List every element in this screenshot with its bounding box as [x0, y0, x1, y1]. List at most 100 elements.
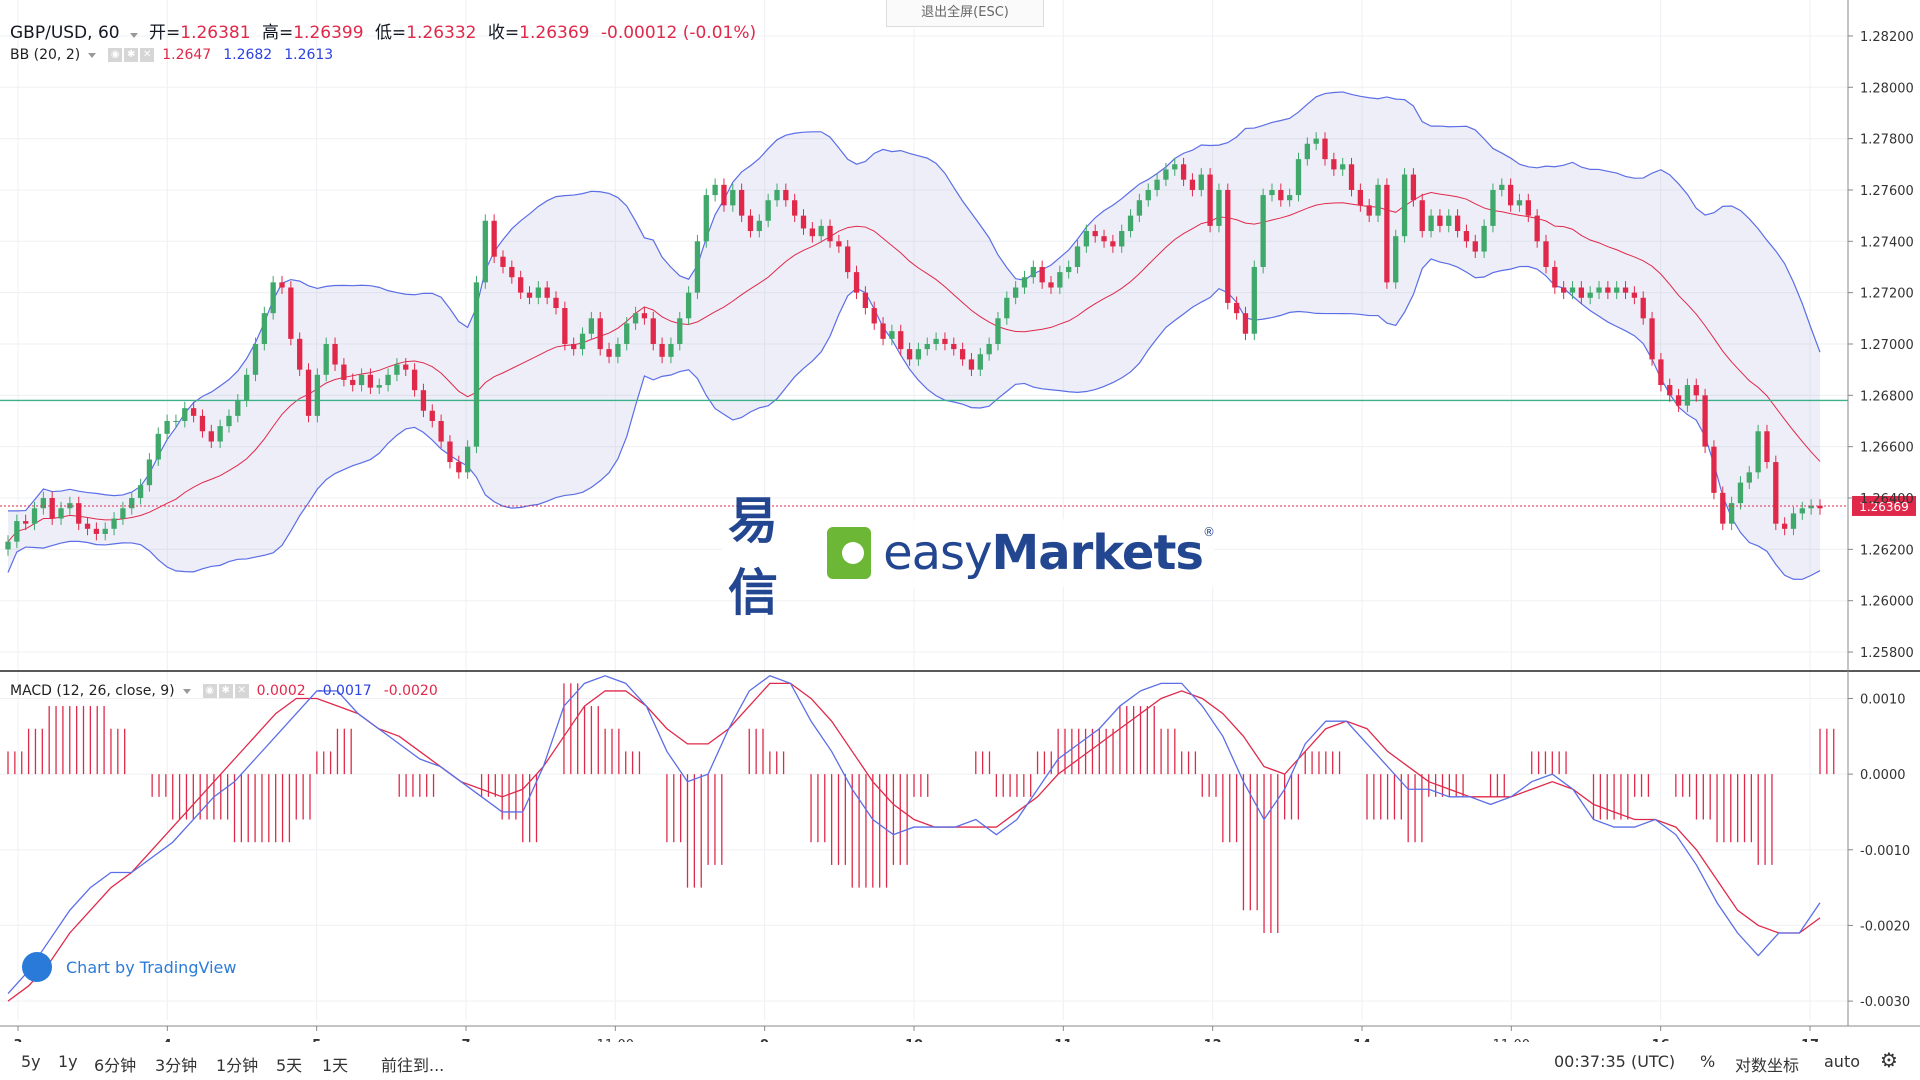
candle-body — [765, 200, 771, 221]
candle-body — [1428, 215, 1434, 232]
candle-body — [305, 369, 312, 416]
candle-body — [942, 338, 948, 344]
candle-body — [853, 272, 860, 293]
candle-body — [685, 292, 692, 319]
y-tick-label: 1.27800 — [1860, 133, 1914, 148]
candle-body — [76, 503, 82, 524]
candle-body — [1490, 189, 1496, 226]
change-value: -0.00012 (-0.01%) — [600, 23, 757, 43]
range-6m[interactable]: 6分钟 — [94, 1056, 137, 1075]
open-value: 1.26381 — [180, 23, 251, 43]
candle-body — [40, 498, 47, 509]
range-5y[interactable]: 5y — [21, 1052, 41, 1071]
candle-body — [721, 184, 727, 206]
x-tick-label: 14 — [1353, 1038, 1371, 1042]
candle-body — [880, 323, 886, 339]
candle-body — [827, 225, 833, 242]
eye-icon[interactable]: ◉ — [108, 48, 123, 62]
candle-body — [747, 215, 754, 232]
gear-icon[interactable]: ✱ — [124, 48, 139, 62]
range-1m[interactable]: 1分钟 — [216, 1056, 259, 1075]
bb-label[interactable]: BB (20, 2) — [10, 47, 81, 63]
clock-text: 00:37:35 (UTC) — [1554, 1052, 1676, 1071]
candle-body — [1110, 241, 1116, 247]
close-icon[interactable]: ✕ — [140, 48, 155, 62]
candle-body — [756, 220, 762, 232]
gear-icon[interactable]: ✱ — [218, 684, 233, 698]
candle-body — [1074, 246, 1081, 267]
percent-toggle[interactable]: % — [1700, 1052, 1716, 1071]
candle-body — [1030, 266, 1036, 278]
candle-body — [1057, 272, 1063, 288]
candle-body — [1154, 179, 1160, 190]
bb-lower-value: 1.2613 — [284, 47, 334, 63]
symbol-label[interactable]: GBP/USD, 60 — [10, 23, 120, 43]
close-value: 1.26369 — [519, 23, 590, 43]
candle-body — [1711, 446, 1717, 493]
candle-body — [518, 277, 524, 293]
candle-body — [562, 308, 568, 344]
candle-body — [1499, 184, 1505, 190]
macd-label[interactable]: MACD (12, 26, close, 9) — [10, 683, 175, 699]
candle-body — [1569, 287, 1576, 293]
exit-fullscreen-button[interactable]: 退出全屏(ESC) — [886, 0, 1044, 27]
candle-body — [615, 343, 621, 357]
goto-button[interactable]: 前往到... — [381, 1056, 445, 1075]
bb-upper-value: 1.2682 — [223, 47, 273, 63]
candle-body — [1516, 200, 1523, 206]
logo-mark-icon — [827, 527, 872, 579]
x-tick-label: 11:00 — [1493, 1038, 1530, 1042]
candle-body — [164, 420, 170, 434]
range-1y[interactable]: 1y — [58, 1052, 78, 1071]
close-icon[interactable]: ✕ — [234, 684, 249, 698]
range-1d[interactable]: 1天 — [322, 1056, 349, 1075]
settings-gear-icon[interactable]: ⚙ — [1880, 1048, 1898, 1072]
candle-body — [1693, 385, 1699, 396]
range-3m[interactable]: 3分钟 — [155, 1056, 198, 1075]
candle-body — [1004, 297, 1010, 319]
candle-body — [31, 508, 38, 524]
credit-text[interactable]: Chart by TradingView — [66, 957, 237, 977]
candle-body — [959, 349, 966, 360]
candle-body — [1127, 215, 1134, 232]
candle-body — [120, 508, 126, 519]
candle-body — [1773, 462, 1779, 524]
macd-hist-value: 0.0002 — [256, 683, 306, 699]
candle-body — [1596, 287, 1602, 293]
chart-canvas[interactable]: 1.26369 1.25800 1.26000 1.26200 1.26400 1.266… — [0, 0, 1920, 1042]
candle-body — [270, 282, 276, 314]
candle-body — [1012, 287, 1019, 298]
y-tick-label: 1.26600 — [1860, 441, 1914, 456]
y-tick-label: 1.26800 — [1860, 389, 1914, 404]
candle-body — [182, 408, 188, 421]
open-label: 开= — [149, 23, 181, 43]
log-scale-toggle[interactable]: 对数坐标 — [1735, 1056, 1800, 1075]
macd-tick-label: 0.0010 — [1860, 692, 1906, 707]
chevron-down-icon[interactable] — [182, 688, 191, 694]
candle-body — [1781, 523, 1788, 529]
candle-body — [906, 349, 913, 360]
candle-body — [579, 333, 586, 350]
candle-body — [1790, 513, 1797, 529]
candle-body — [93, 528, 100, 534]
auto-scale-toggle[interactable]: auto — [1824, 1052, 1861, 1071]
eye-icon[interactable]: ◉ — [202, 684, 217, 698]
chevron-down-icon[interactable] — [129, 33, 138, 38]
x-tick-label: 17 — [1801, 1038, 1819, 1042]
chevron-down-icon[interactable] — [88, 52, 97, 58]
candle-body — [650, 318, 656, 344]
range-5d[interactable]: 5天 — [276, 1056, 303, 1075]
candle-body — [288, 287, 294, 339]
x-tick-label: 4 — [163, 1038, 172, 1042]
tradingview-credit[interactable]: Chart by TradingView — [22, 952, 236, 982]
candle-body — [712, 184, 718, 196]
candle-body — [1375, 184, 1381, 216]
candle-body — [1702, 395, 1708, 447]
candle-body — [208, 431, 214, 442]
candle-body — [1587, 292, 1593, 298]
candle-body — [1631, 292, 1638, 298]
candle-body — [915, 349, 922, 360]
candle-body — [217, 426, 223, 442]
candle-body — [703, 195, 709, 242]
candle-body — [190, 408, 197, 416]
